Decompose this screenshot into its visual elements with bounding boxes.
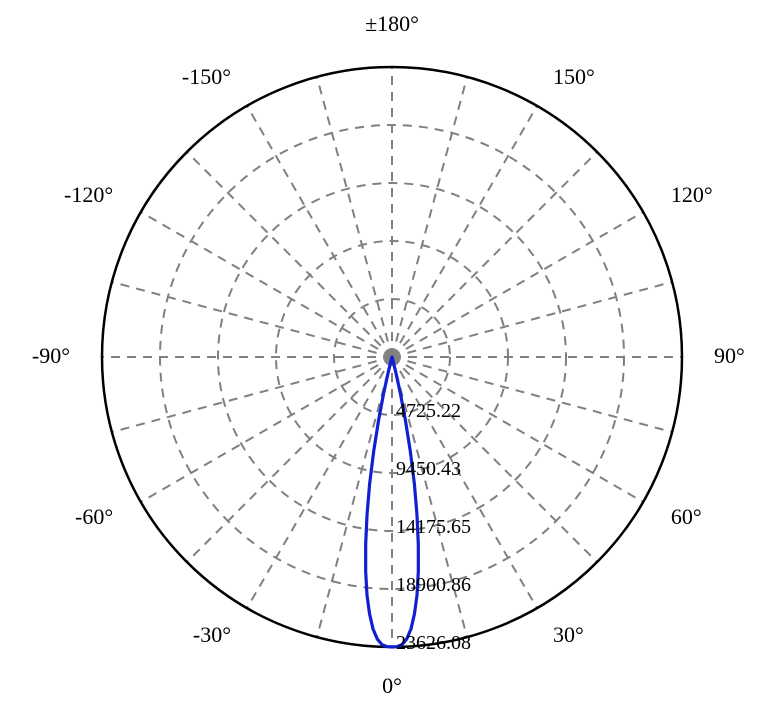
- radial-label: 14175.65: [396, 516, 471, 538]
- grid-spoke: [392, 282, 672, 357]
- angle-label: 150°: [553, 64, 595, 89]
- angle-label: -150°: [182, 64, 231, 89]
- grid-spoke: [141, 357, 392, 502]
- angle-label: 0°: [382, 673, 402, 698]
- grid-spoke: [141, 212, 392, 357]
- angle-label: ±180°: [365, 11, 419, 36]
- grid-spoke: [392, 357, 643, 502]
- angle-label: 30°: [553, 622, 584, 647]
- angle-label: -120°: [64, 182, 113, 207]
- radial-label: 23626.08: [396, 632, 471, 654]
- grid-spoke: [317, 357, 392, 637]
- angle-label: 90°: [714, 343, 745, 368]
- polar-chart: 0° 30° 60° 90° 120° 150° ±180° -150° -120° -90° -6…: [0, 0, 784, 714]
- angle-label: -30°: [193, 622, 231, 647]
- radial-label: 4725.22: [396, 400, 461, 422]
- grid-spoke: [392, 212, 643, 357]
- radial-label: 9450.43: [396, 458, 461, 480]
- angle-label: 60°: [671, 504, 702, 529]
- grid-spoke: [187, 152, 392, 357]
- grid-spoke: [317, 77, 392, 357]
- grid-spoke: [247, 106, 392, 357]
- angle-label: -90°: [32, 343, 70, 368]
- grid-spoke: [112, 357, 392, 432]
- grid-spoke: [392, 77, 467, 357]
- grid-spoke: [392, 152, 597, 357]
- grid-spoke: [187, 357, 392, 562]
- radial-label: 18900.86: [396, 574, 471, 596]
- angle-label: -60°: [75, 504, 113, 529]
- angle-label: 120°: [671, 182, 713, 207]
- grid-spoke: [112, 282, 392, 357]
- grid-spoke: [392, 106, 537, 357]
